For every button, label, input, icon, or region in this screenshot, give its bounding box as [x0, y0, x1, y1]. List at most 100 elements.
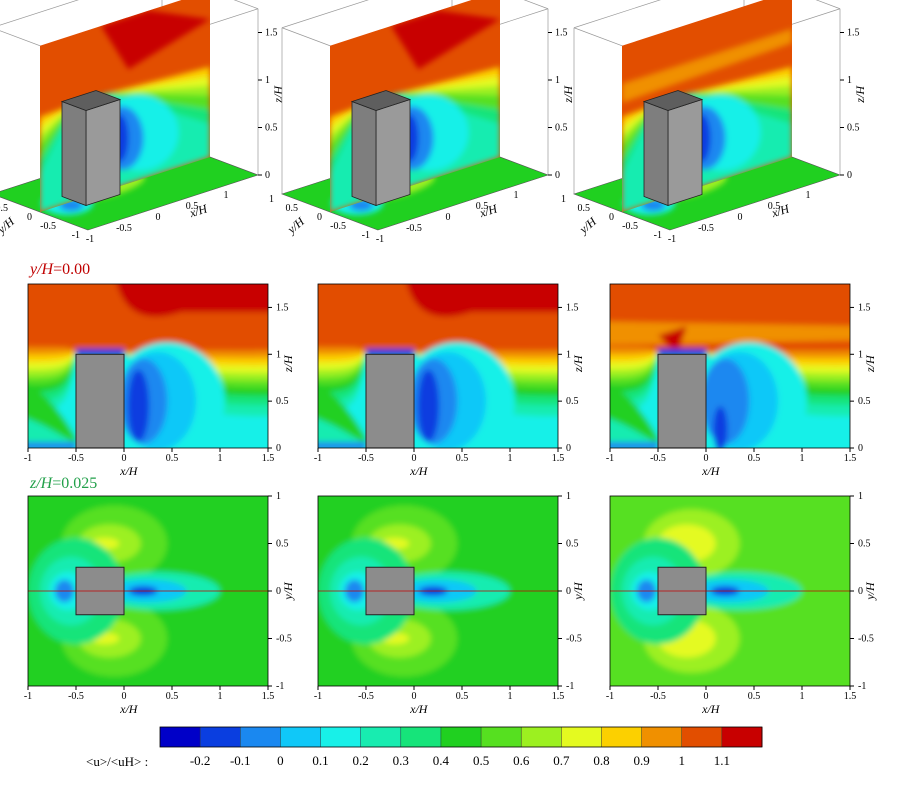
building-side-1 — [85, 98, 121, 207]
x-axis-label: x/H — [409, 702, 429, 716]
roof-separation — [76, 348, 124, 357]
band-1p1 — [406, 284, 558, 317]
colorbar-swatch — [561, 727, 602, 747]
y-tick-label: 0.5 — [276, 539, 289, 550]
y-tick-label: 0 — [276, 586, 281, 597]
z-tick-label: 1.5 — [566, 302, 579, 313]
z-tick-label: 0 — [847, 170, 852, 181]
z-tick-label: 0 — [265, 170, 270, 181]
contour-bands — [28, 284, 268, 448]
x-tick-label: 1.5 — [262, 453, 275, 464]
colorbar-tick-label: 0.8 — [593, 753, 609, 768]
colorbar-tick-label: 0.4 — [433, 753, 450, 768]
y-tick-label: -1 — [566, 681, 574, 692]
band-1p1 — [116, 284, 268, 317]
y-tick-label: -1 — [858, 681, 866, 692]
x-tick-label: 1.5 — [844, 691, 857, 702]
y-axis-label: y/H — [576, 214, 600, 237]
x-axis-label: x/H — [187, 201, 210, 220]
box-edge — [523, 0, 549, 10]
wake-core — [417, 369, 440, 442]
colorbar-tick-label: 1.1 — [714, 753, 730, 768]
x-tick-label: -0.5 — [650, 453, 666, 464]
x-tick-label: -1 — [606, 691, 614, 702]
z-tick-label: 1.5 — [847, 28, 860, 39]
y-tick-label: 0 — [27, 212, 32, 223]
z-tick-label: 1 — [265, 75, 270, 86]
x-tick-label: 1 — [224, 190, 229, 201]
wake-core — [127, 369, 150, 442]
y-tick-label: 1 — [276, 491, 281, 502]
box-edge — [281, 0, 369, 29]
x-tick-label: 1 — [508, 453, 513, 464]
colorbar-tick-label: 0.7 — [553, 753, 570, 768]
x-tick-label: -1 — [24, 691, 32, 702]
y-tick-label: 0 — [609, 212, 614, 223]
x-tick-label: 0 — [412, 691, 417, 702]
building-3 — [657, 353, 707, 449]
z-axis-label: z/H — [853, 85, 867, 104]
building-front-3 — [643, 100, 669, 207]
y-tick-label: 1 — [566, 491, 571, 502]
y-tick-label: 0 — [566, 586, 571, 597]
x-tick-label: 0.5 — [166, 691, 179, 702]
colorbar-tick-label: 0 — [277, 753, 284, 768]
colorbar-swatch — [200, 727, 241, 747]
x-tick-label: 0.5 — [748, 453, 761, 464]
z-tick-label: 1 — [555, 75, 560, 86]
colorbar-swatch — [521, 727, 562, 747]
colorbar-tick-label: 0.6 — [513, 753, 530, 768]
colorbar-swatch — [641, 727, 683, 747]
section-label-horizontal-var: z/H — [29, 475, 54, 492]
colorbar-swatch — [280, 727, 322, 747]
roof-separation — [366, 348, 414, 357]
y-tick-label: -1 — [362, 230, 370, 241]
frame — [27, 283, 269, 449]
box-edge — [815, 0, 841, 10]
colorbar-swatch — [160, 727, 201, 747]
building-top-1 — [60, 90, 122, 111]
y-tick-label: 1 — [269, 194, 274, 205]
x-tick-label: -0.5 — [116, 223, 132, 234]
z-tick-label: 1 — [847, 75, 852, 86]
band-0p9 — [622, 28, 792, 103]
z-tick-label: 0 — [555, 170, 560, 181]
z-tick-label: 0.5 — [858, 396, 871, 407]
colorbar-swatch — [320, 727, 362, 747]
y-axis-label: y/H — [281, 581, 295, 601]
x-tick-label: 0 — [704, 453, 709, 464]
z-tick-label: 0.5 — [265, 123, 278, 134]
building-1 — [75, 353, 125, 449]
x-axis-label: x/H — [769, 201, 792, 220]
colorbar-swatch — [481, 727, 522, 747]
z-tick-label: 1.5 — [265, 28, 278, 39]
x-tick-label: 1.5 — [844, 453, 857, 464]
x-tick-label: -1 — [86, 234, 94, 245]
panels: 00.511.5z/H-1-0.500.51x/H-1-0.500.51y/H0… — [0, 0, 877, 716]
x-tick-label: 0 — [122, 691, 127, 702]
z-tick-label: 1.5 — [276, 302, 289, 313]
contour-field-vertical-1 — [28, 284, 268, 448]
z-tick-label: 0 — [566, 443, 571, 454]
y-tick-label: -0.5 — [330, 221, 346, 232]
x-axis-label: x/H — [701, 702, 721, 716]
x-tick-label: 0 — [156, 212, 161, 223]
band-upstream-b — [28, 418, 76, 448]
x-axis-label: x/H — [119, 464, 139, 478]
colorbar-tick-label: 0.1 — [312, 753, 328, 768]
building-front-2 — [351, 100, 377, 207]
y-axis-label: y/H — [284, 214, 308, 237]
frame — [317, 283, 559, 449]
x-tick-label: -1 — [606, 453, 614, 464]
y-tick-label: -0.5 — [276, 634, 292, 645]
box-edge — [573, 0, 661, 29]
z-axis-label: z/H — [561, 85, 575, 104]
building-side-3 — [667, 98, 703, 207]
colorbar-swatch — [400, 727, 442, 747]
x-tick-label: -1 — [24, 453, 32, 464]
z-tick-label: 0.5 — [566, 396, 579, 407]
colorbar-swatch — [240, 727, 281, 747]
colorbar-swatch — [681, 727, 723, 747]
colorbar-tick-label: 1 — [678, 753, 685, 768]
